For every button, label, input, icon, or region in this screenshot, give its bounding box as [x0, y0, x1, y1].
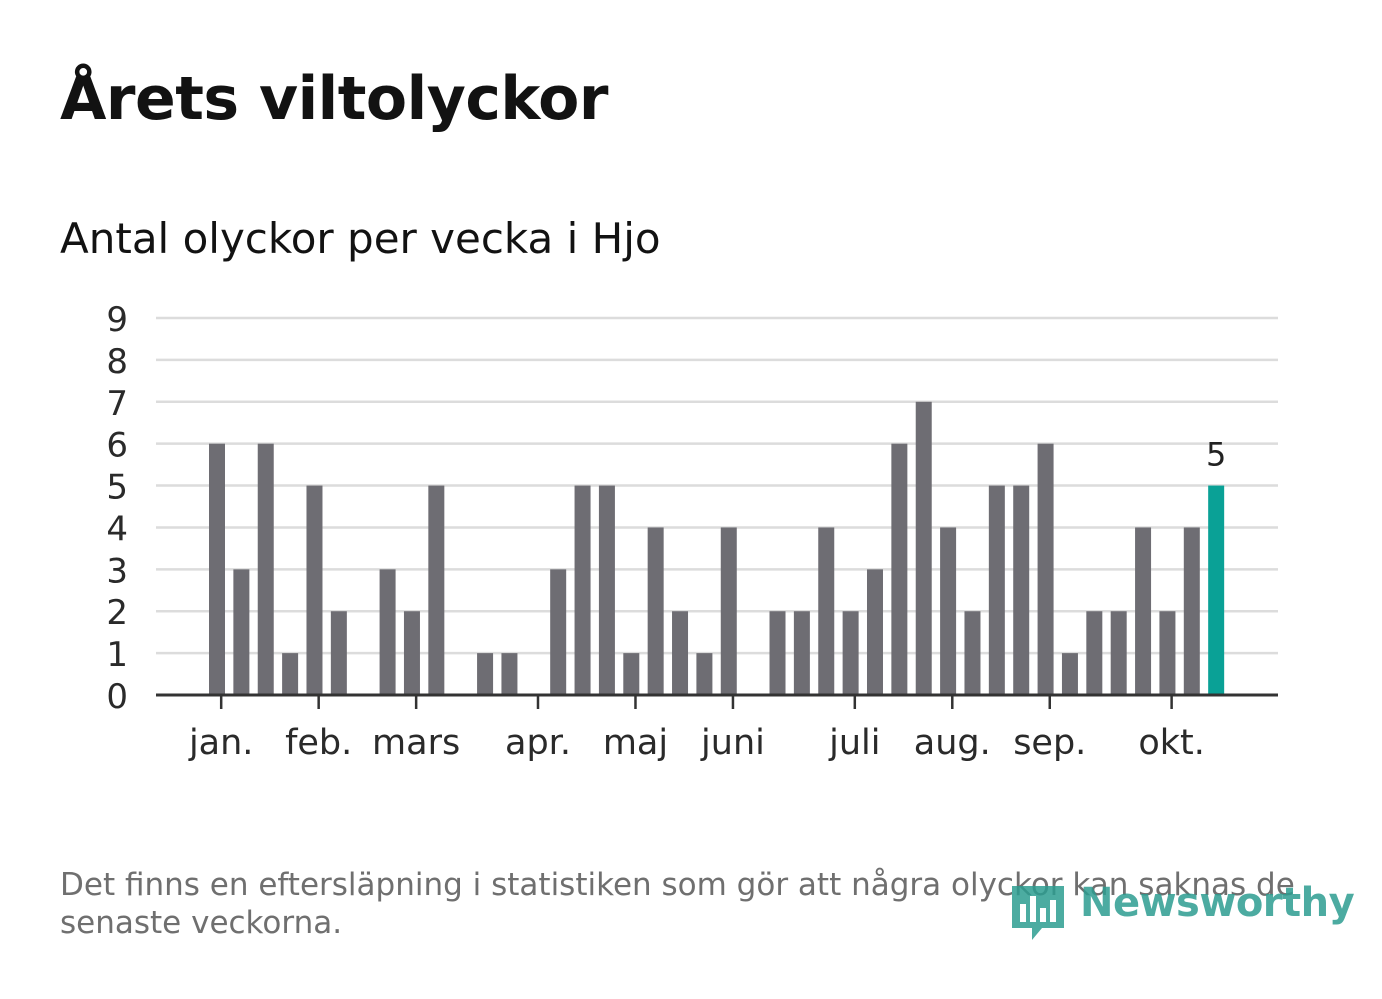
newsworthy-logo-text: Newsworthy	[1080, 880, 1355, 926]
chart-title: Årets viltolyckor	[60, 64, 609, 134]
bar	[1159, 611, 1176, 695]
footnote: Det finns en eftersläpning i statistiken…	[60, 867, 1295, 941]
x-tick-label: apr.	[505, 723, 571, 763]
bar	[769, 611, 786, 695]
x-tick-label: juli	[828, 723, 880, 763]
y-tick-label: 3	[106, 551, 128, 591]
x-tick-label: juni	[700, 723, 765, 763]
bar	[501, 653, 518, 695]
y-tick-label: 2	[106, 593, 128, 633]
bar	[1061, 653, 1078, 695]
bar	[891, 443, 908, 695]
bar	[574, 485, 591, 695]
data-labels: 5	[1206, 436, 1226, 474]
y-tick-label: 7	[106, 384, 128, 424]
bar	[598, 485, 615, 695]
bar	[282, 653, 299, 695]
bar	[550, 569, 567, 695]
bar	[233, 569, 250, 695]
bar	[842, 611, 859, 695]
bar	[379, 569, 396, 695]
bars	[209, 401, 1225, 695]
y-tick-label: 6	[106, 426, 128, 466]
bar	[428, 485, 445, 695]
y-tick-label: 5	[106, 468, 128, 508]
bar	[1086, 611, 1103, 695]
bar	[1110, 611, 1127, 695]
bar	[1013, 485, 1030, 695]
bar	[477, 653, 494, 695]
x-tick-label: maj	[603, 723, 668, 763]
x-tick-label: sep.	[1013, 723, 1086, 763]
bar	[330, 611, 347, 695]
bar	[1037, 443, 1054, 695]
x-axis: jan. feb. mars apr. maj juni juli aug. sep. okt.	[156, 693, 1278, 763]
x-tick-label: aug.	[914, 723, 991, 763]
bar	[672, 611, 689, 695]
bar	[403, 611, 420, 695]
newsworthy-logo-icon	[1012, 886, 1064, 940]
bar	[940, 527, 957, 695]
y-tick-label: 9	[106, 300, 128, 340]
bar	[257, 443, 274, 695]
x-tick-label: okt.	[1138, 723, 1205, 763]
bar	[866, 569, 883, 695]
bar	[696, 653, 713, 695]
bar	[306, 485, 323, 695]
bar	[1135, 527, 1152, 695]
x-tick-label: jan.	[188, 723, 253, 763]
bar	[720, 527, 737, 695]
y-tick-label: 8	[106, 342, 128, 382]
y-tick-label: 4	[106, 509, 128, 549]
y-tick-label: 0	[106, 677, 128, 717]
bar	[915, 401, 932, 695]
bar	[647, 527, 664, 695]
x-tick-label: feb.	[285, 723, 352, 763]
chart-subtitle: Antal olyckor per vecka i Hjo	[60, 214, 661, 263]
bar-highlight	[1208, 485, 1225, 695]
bar	[209, 443, 225, 695]
bar	[988, 485, 1005, 695]
gridlines	[156, 316, 1278, 655]
bar	[793, 611, 810, 695]
bar	[964, 611, 981, 695]
data-label: 5	[1206, 436, 1226, 474]
newsworthy-logo: Newsworthy	[1008, 872, 1355, 942]
bar	[818, 527, 835, 695]
bar	[623, 653, 640, 695]
bar	[1183, 527, 1200, 695]
y-tick-label: 1	[106, 635, 128, 675]
x-tick-label: mars	[372, 723, 460, 763]
